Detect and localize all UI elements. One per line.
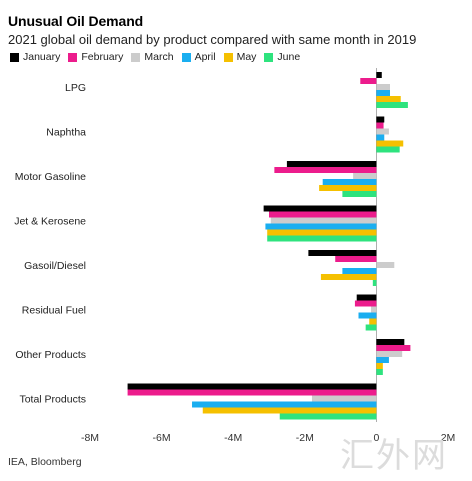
chart-title: Unusual Oil Demand [8, 13, 144, 29]
bar [267, 235, 377, 242]
bar [376, 262, 395, 268]
bar [267, 229, 377, 236]
bar [342, 191, 377, 197]
bar [270, 217, 377, 224]
bar [286, 161, 377, 167]
bar [376, 72, 382, 78]
legend-item: February [68, 51, 123, 63]
legend-item: June [264, 51, 300, 63]
bar [311, 395, 377, 402]
bar [372, 280, 377, 286]
bar [192, 401, 377, 408]
category-label: Other Products [15, 349, 86, 361]
legend-label: May [236, 51, 257, 63]
legend-item: May [223, 51, 257, 63]
watermark: 汇外网 [340, 436, 448, 476]
bar [356, 294, 377, 301]
legend-swatch [131, 52, 141, 62]
bar [353, 173, 377, 179]
x-tick-label: 0 [373, 432, 379, 444]
bar [335, 256, 377, 262]
bar [376, 146, 400, 153]
source-note: IEA, Bloomberg [8, 456, 82, 468]
bar [376, 102, 408, 108]
bar [376, 128, 389, 135]
bar [376, 140, 404, 147]
legend-label: April [194, 51, 216, 63]
bar [358, 312, 377, 319]
bar [376, 351, 403, 357]
legend: January February March April May June [10, 51, 300, 63]
bar [376, 122, 384, 129]
bar [308, 250, 377, 256]
bar [360, 78, 377, 84]
bar [319, 185, 377, 191]
legend-item: April [181, 51, 216, 63]
bar [320, 274, 377, 280]
bar [376, 345, 411, 351]
legend-swatch [68, 52, 78, 62]
bar [279, 413, 377, 420]
bar [376, 363, 383, 369]
category-label: Gasoil/Diesel [24, 260, 86, 272]
bar [376, 134, 385, 141]
bar [376, 96, 401, 102]
category-label: Naphtha [46, 127, 86, 139]
legend-swatch [223, 52, 233, 62]
bar [263, 205, 377, 212]
bar [376, 84, 391, 90]
bar [127, 389, 377, 396]
x-tick-label: -2M [296, 432, 314, 444]
bar [365, 324, 377, 331]
x-tick-label: 2M [441, 432, 456, 444]
category-label: Motor Gasoline [15, 171, 86, 183]
bar [269, 211, 377, 218]
legend-item: January [10, 51, 60, 63]
legend-swatch [264, 52, 274, 62]
bar [322, 179, 377, 185]
bar [376, 357, 389, 363]
x-tick-label: -8M [81, 432, 99, 444]
category-label: Total Products [19, 394, 86, 406]
legend-item: March [131, 51, 174, 63]
bar [371, 306, 377, 313]
bar [376, 90, 391, 96]
x-tick-label: -6M [153, 432, 171, 444]
legend-label: January [23, 51, 61, 63]
bar [265, 223, 377, 230]
legend-swatch [10, 52, 19, 62]
bar [202, 407, 377, 414]
category-label: Jet & Kerosene [14, 216, 86, 228]
bar [274, 167, 377, 173]
chart-subtitle: 2021 global oil demand by product compar… [8, 32, 417, 47]
bar [127, 383, 377, 390]
category-label: Residual Fuel [22, 305, 86, 317]
bar [342, 268, 377, 274]
bar [376, 116, 385, 123]
bar [354, 300, 377, 307]
bar [376, 369, 383, 375]
legend-swatch [181, 52, 191, 62]
category-label: LPG [65, 82, 86, 94]
legend-label: March [144, 51, 174, 63]
bar [369, 318, 377, 325]
x-tick-label: -4M [224, 432, 242, 444]
bar [376, 339, 405, 345]
legend-label: June [277, 51, 301, 63]
legend-label: February [81, 51, 124, 63]
